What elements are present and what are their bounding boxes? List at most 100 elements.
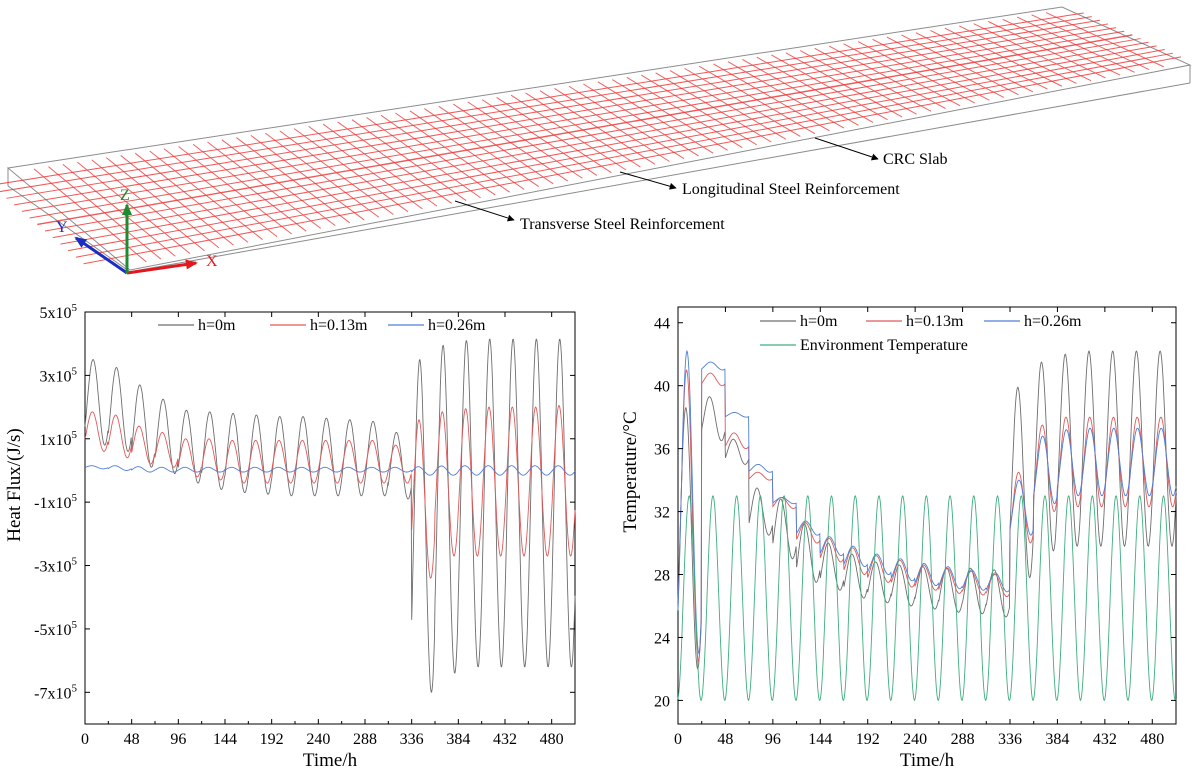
y-tick-label: 5x105 <box>40 302 78 322</box>
y-axis-ticks: 5x105 3x105 1x105 -1x105 -3x105 -5x105 -7x105 <box>34 302 575 702</box>
x-axis-title: Time/h <box>303 750 358 771</box>
slab-diagram: CRC Slab Longitudinal Steel Reinforcemen… <box>0 6 1192 275</box>
longitudinal-rebar <box>0 16 1092 193</box>
transverse-rebar <box>467 101 583 179</box>
transverse-rebar <box>91 159 205 252</box>
transverse-rebar <box>872 38 990 101</box>
transverse-rebar <box>236 137 351 224</box>
x-tick-label: 432 <box>1093 731 1117 748</box>
transverse-rebar <box>669 70 787 140</box>
label-transverse: Transverse Steel Reinforcement <box>454 200 725 233</box>
transverse-rebar <box>250 134 365 221</box>
transverse-rebar <box>424 108 540 188</box>
transverse-rebar <box>1016 16 1135 73</box>
transverse-rebar <box>727 61 845 129</box>
transverse-rebar <box>105 157 220 249</box>
transverse-rebar <box>525 92 641 168</box>
series-line-2 <box>677 369 1177 662</box>
legend-label: h=0m <box>198 317 236 334</box>
y-tick-label: 3x105 <box>40 365 78 385</box>
longitudinal-rebar <box>44 38 1141 232</box>
longitudinal-rebar <box>21 27 1117 212</box>
transverse-rebar <box>944 27 1063 87</box>
transverse-rebar <box>308 126 423 210</box>
transverse-rebar <box>120 155 234 246</box>
transverse-rebar <box>626 76 743 149</box>
y-axis-ticks: 20 24 28 32 36 40 44 <box>654 316 1176 710</box>
crc-slab-label: CRC Slab <box>883 151 947 168</box>
plot-frame <box>84 311 576 725</box>
transverse-rebar <box>756 56 874 123</box>
x-axis-ticks: 0 48 96 144 192 240 288 336 384 432 480 <box>81 312 564 748</box>
x-tick-label: 384 <box>446 731 470 748</box>
label-crc-slab: CRC Slab <box>814 137 947 168</box>
transverse-rebar <box>409 110 525 190</box>
transverse-rebar <box>987 21 1106 79</box>
transverse-rebar <box>1045 12 1164 68</box>
x-tick-label: 144 <box>213 731 237 748</box>
transverse-rebar <box>568 85 685 160</box>
axis-y-arrow-head <box>74 236 88 248</box>
transverse-rebar <box>279 130 394 215</box>
transverse-rebar <box>452 103 569 182</box>
y-tick-label: 36 <box>654 442 670 459</box>
legend: h=0m h=0.13m h=0.26m <box>158 317 486 334</box>
y-axis-title: Heat Flux/(J/s) <box>4 428 25 541</box>
label-longitudinal: Longitudinal Steel Reinforcement <box>619 171 900 198</box>
transverse-rebar <box>539 90 656 165</box>
x-axis-ticks: 0 48 96 144 192 240 288 336 384 432 480 <box>674 307 1164 748</box>
y-tick-label: -5x105 <box>34 619 77 639</box>
transverse-rebar <box>77 161 191 254</box>
x-tick-label: 240 <box>903 731 927 748</box>
legend-label: h=0.13m <box>906 313 964 330</box>
x-axis-title: Time/h <box>900 750 955 771</box>
transverse-rebar <box>640 74 757 146</box>
leader-transverse <box>454 200 515 222</box>
x-tick-label: 144 <box>808 731 832 748</box>
transverse-rebar <box>583 83 699 157</box>
longitudinal-rebar <box>6 19 1100 199</box>
transverse-rebar <box>973 23 1092 82</box>
y-tick-label: 24 <box>654 630 670 647</box>
transverse-rebar <box>771 54 888 121</box>
axis-x-arrow-head <box>185 259 198 270</box>
x-tick-label: 384 <box>1045 731 1069 748</box>
transverse-rebar <box>554 88 670 162</box>
transverse-rebar <box>337 121 452 204</box>
transverse-rebar <box>496 96 612 174</box>
longitudinal-rebar <box>29 30 1125 219</box>
transverse-rebar <box>351 119 467 201</box>
transverse-rebar <box>207 141 322 229</box>
x-tick-label: 96 <box>765 731 781 748</box>
y-tick-label: 28 <box>654 568 670 585</box>
transverse-rebar <box>597 81 714 154</box>
transverse-rebar <box>62 163 176 257</box>
transverse-rebar <box>698 65 816 135</box>
leader-crc-slab <box>814 137 879 161</box>
axis-z-label: Z <box>120 187 130 204</box>
transverse-rebar-label: Transverse Steel Reinforcement <box>520 216 725 233</box>
transverse-rebar <box>510 94 627 171</box>
transverse-rebar <box>959 25 1077 84</box>
x-tick-label: 192 <box>260 731 284 748</box>
transverse-rebar <box>380 114 496 196</box>
legend-label: Environment Temperature <box>800 337 968 354</box>
series-line-2 <box>84 404 576 579</box>
transverse-rebar <box>612 79 728 151</box>
leader-longitudinal <box>619 171 677 190</box>
transverse-rebar <box>857 41 975 104</box>
transverse-rebar <box>264 132 380 218</box>
y-tick-label: -1x105 <box>34 492 77 512</box>
longitudinal-rebar <box>68 49 1165 252</box>
x-tick-label: 240 <box>306 731 330 748</box>
slab-bottom-edge <box>7 82 1191 273</box>
longitudinal-rebar <box>60 45 1157 245</box>
longitudinal-rebar <box>14 23 1109 206</box>
transverse-rebar <box>322 123 438 207</box>
y-tick-label: 20 <box>654 693 670 710</box>
y-tick-label: 32 <box>654 505 670 522</box>
transverse-rebar <box>149 150 263 240</box>
x-tick-label: 48 <box>717 731 733 748</box>
x-tick-label: 96 <box>170 731 186 748</box>
